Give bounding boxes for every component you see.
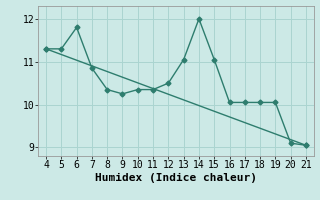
- X-axis label: Humidex (Indice chaleur): Humidex (Indice chaleur): [95, 173, 257, 183]
